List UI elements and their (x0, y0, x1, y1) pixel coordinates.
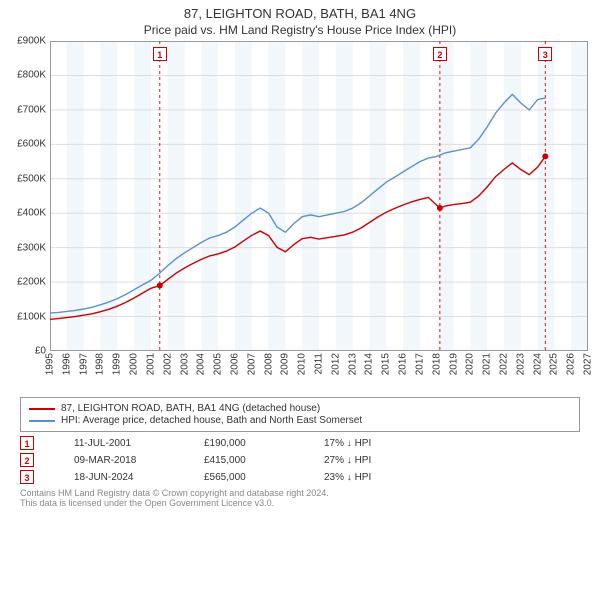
x-tick-label: 2018 (431, 353, 442, 375)
x-tick-label: 2022 (498, 353, 509, 375)
x-tick-label: 1999 (112, 353, 123, 375)
event-pct: 17% ↓ HPI (324, 438, 371, 449)
event-marker: 2 (433, 47, 447, 61)
x-tick-label: 2000 (129, 353, 140, 375)
x-tick-label: 2027 (583, 353, 594, 375)
chart-area: £0£100K£200K£300K£400K£500K£600K£700K£80… (50, 41, 588, 351)
x-tick-label: 2015 (381, 353, 392, 375)
y-tick-label: £700K (17, 104, 46, 115)
event-price: £565,000 (204, 472, 284, 483)
x-tick-label: 2005 (213, 353, 224, 375)
x-tick-label: 2009 (280, 353, 291, 375)
event-marker: 3 (538, 47, 552, 61)
y-axis-labels: £0£100K£200K£300K£400K£500K£600K£700K£80… (0, 41, 48, 351)
y-tick-label: £600K (17, 139, 46, 150)
chart-title-line2: Price paid vs. HM Land Registry's House … (0, 23, 600, 37)
x-tick-label: 2019 (448, 353, 459, 375)
event-marker-cell: 3 (20, 470, 34, 484)
x-tick-label: 2023 (515, 353, 526, 375)
x-tick-label: 2012 (330, 353, 341, 375)
page: { "chart": { "title_line1": "87, LEIGHTO… (0, 6, 600, 596)
legend-row-hpi: HPI: Average price, detached house, Bath… (29, 415, 571, 426)
footer-line1: Contains HM Land Registry data © Crown c… (20, 488, 580, 498)
y-tick-label: £900K (17, 36, 46, 47)
x-tick-label: 2003 (179, 353, 190, 375)
x-tick-label: 2024 (532, 353, 543, 375)
legend-swatch-property (29, 408, 55, 410)
event-pct: 27% ↓ HPI (324, 455, 371, 466)
x-tick-label: 2026 (566, 353, 577, 375)
event-row: 3 18-JUN-2024 £565,000 23% ↓ HPI (20, 470, 580, 484)
x-tick-label: 1997 (78, 353, 89, 375)
x-tick-label: 2017 (414, 353, 425, 375)
footer: Contains HM Land Registry data © Crown c… (20, 488, 580, 508)
y-tick-label: £500K (17, 173, 46, 184)
legend-box: 87, LEIGHTON ROAD, BATH, BA1 4NG (detach… (20, 397, 580, 432)
x-tick-label: 2007 (246, 353, 257, 375)
x-tick-label: 2010 (297, 353, 308, 375)
legend-label-property: 87, LEIGHTON ROAD, BATH, BA1 4NG (detach… (61, 403, 320, 414)
y-tick-label: £100K (17, 311, 46, 322)
event-price: £415,000 (204, 455, 284, 466)
event-table: 1 11-JUL-2001 £190,000 17% ↓ HPI 2 09-MAR-201… (20, 436, 580, 484)
x-tick-label: 2011 (314, 353, 325, 375)
x-tick-label: 1996 (61, 353, 72, 375)
legend-swatch-hpi (29, 420, 55, 422)
event-row: 1 11-JUL-2001 £190,000 17% ↓ HPI (20, 436, 580, 450)
x-tick-label: 2002 (162, 353, 173, 375)
event-marker-layer: 1 2 3 (50, 41, 588, 351)
event-date: 09-MAR-2018 (74, 455, 164, 466)
event-pct: 23% ↓ HPI (324, 472, 371, 483)
x-tick-label: 2001 (145, 353, 156, 375)
event-marker-cell: 2 (20, 453, 34, 467)
x-tick-label: 2021 (482, 353, 493, 375)
y-tick-label: £800K (17, 70, 46, 81)
x-tick-label: 2004 (196, 353, 207, 375)
x-tick-label: 1995 (45, 353, 56, 375)
x-tick-label: 2006 (229, 353, 240, 375)
legend-row-property: 87, LEIGHTON ROAD, BATH, BA1 4NG (detach… (29, 403, 571, 414)
x-tick-label: 2016 (398, 353, 409, 375)
y-tick-label: £200K (17, 277, 46, 288)
event-marker-cell: 1 (20, 436, 34, 450)
x-tick-label: 1998 (95, 353, 106, 375)
x-tick-label: 2020 (465, 353, 476, 375)
y-tick-label: £400K (17, 208, 46, 219)
x-axis-labels: 1995199619971998199920002001200220032004… (50, 351, 588, 391)
x-tick-label: 2014 (364, 353, 375, 375)
x-tick-label: 2013 (347, 353, 358, 375)
legend-label-hpi: HPI: Average price, detached house, Bath… (61, 415, 362, 426)
x-tick-label: 2008 (263, 353, 274, 375)
event-price: £190,000 (204, 438, 284, 449)
event-date: 11-JUL-2001 (74, 438, 164, 449)
x-tick-label: 2025 (549, 353, 560, 375)
event-date: 18-JUN-2024 (74, 472, 164, 483)
chart-title-line1: 87, LEIGHTON ROAD, BATH, BA1 4NG (0, 6, 600, 21)
event-row: 2 09-MAR-2018 £415,000 27% ↓ HPI (20, 453, 580, 467)
y-tick-label: £300K (17, 242, 46, 253)
footer-line2: This data is licensed under the Open Gov… (20, 498, 580, 508)
event-marker: 1 (153, 47, 167, 61)
